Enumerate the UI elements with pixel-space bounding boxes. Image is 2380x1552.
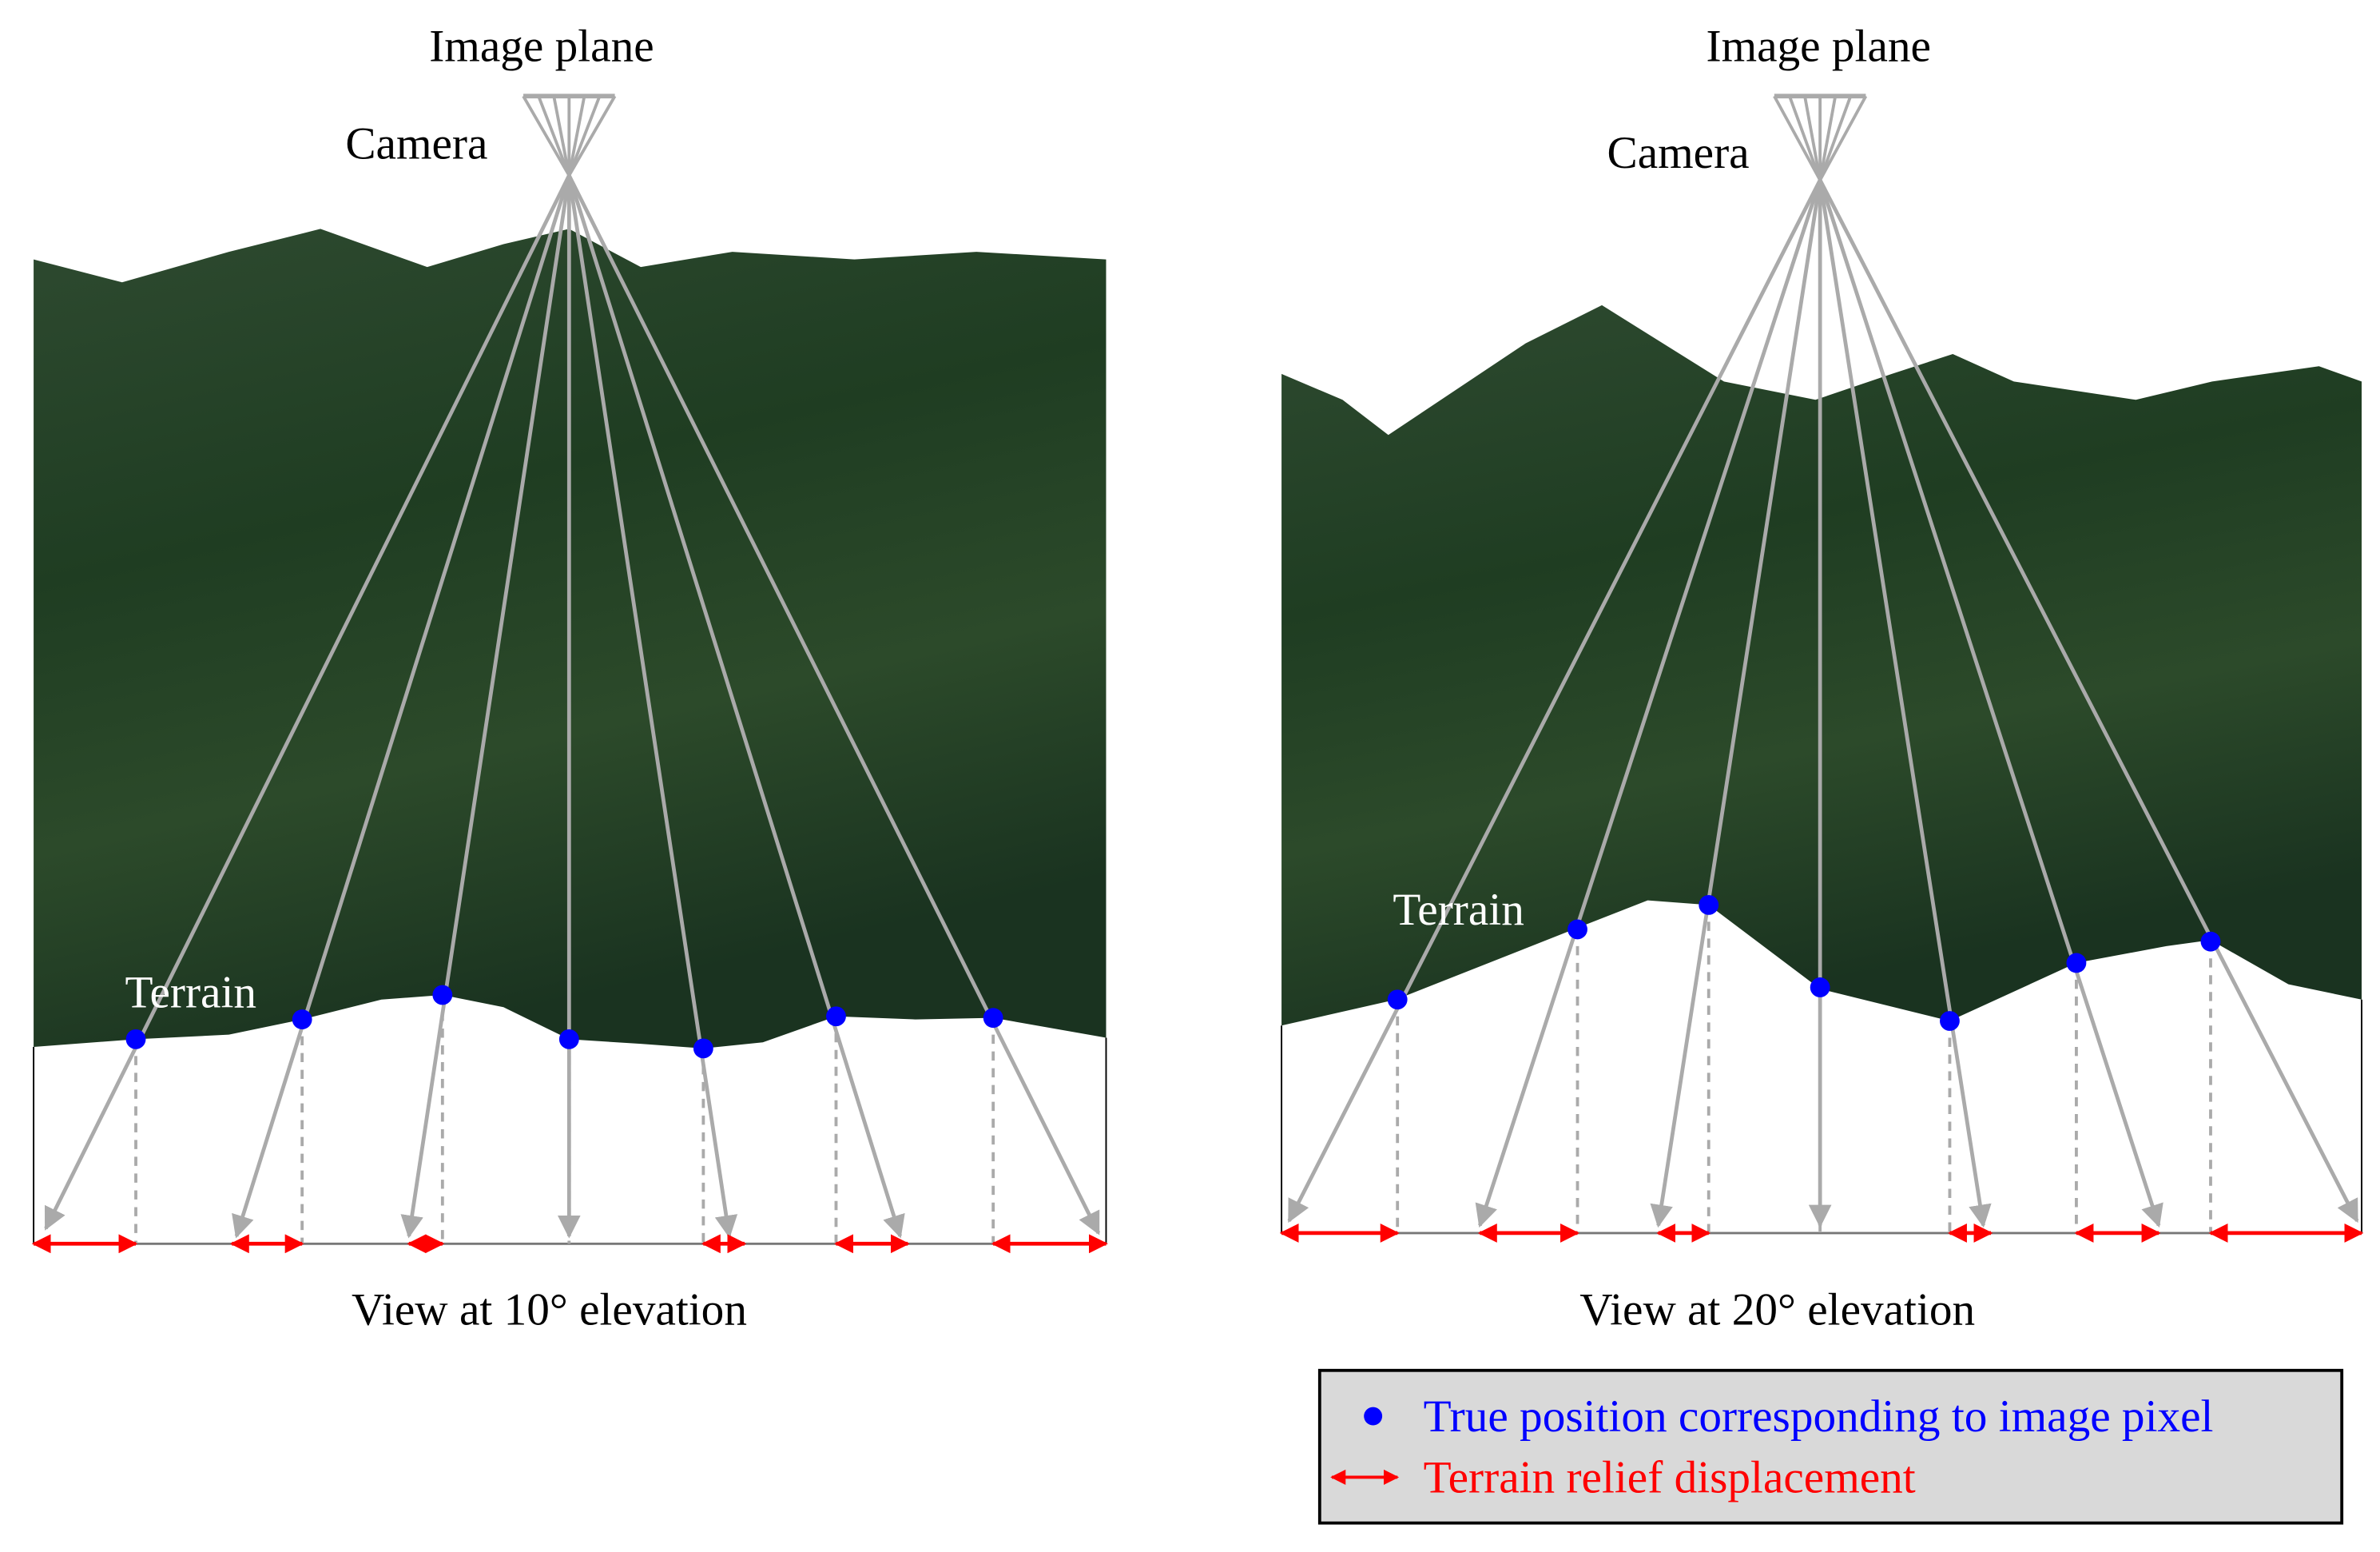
ray: [566, 175, 738, 1239]
terrain-label: Terrain: [1393, 885, 1524, 935]
image-plane-label: Image plane: [429, 21, 654, 71]
ray: [44, 174, 571, 1231]
caption: View at 20° elevation: [1579, 1284, 1975, 1335]
true-position: [1567, 919, 1587, 940]
true-position: [2066, 953, 2087, 973]
fan-ray: [567, 95, 586, 176]
ray: [567, 174, 1101, 1236]
camera-label: Camera: [1607, 128, 1750, 178]
true-position: [1940, 1011, 1960, 1031]
fan-ray: [537, 95, 571, 177]
legend-dot: [1364, 1407, 1383, 1426]
ray: [1650, 179, 1822, 1228]
ray: [1818, 179, 1992, 1228]
true-position: [432, 985, 453, 1005]
true-position: [292, 1009, 312, 1029]
ray: [567, 174, 905, 1239]
ray: [1287, 179, 1822, 1224]
diagram-layer: [31, 94, 2364, 1254]
camera-label: Camera: [345, 119, 487, 169]
ray: [1818, 179, 2359, 1224]
fan-ray: [1788, 95, 1822, 181]
true-position: [983, 1008, 1003, 1029]
legend-label: Terrain relief displacement: [1424, 1453, 1916, 1503]
fan-ray: [522, 95, 570, 177]
legend-box: [1317, 1368, 2344, 1525]
true-position: [1387, 989, 1408, 1010]
fan-ray: [567, 95, 617, 177]
fan-ray: [1818, 95, 1853, 181]
ray: [1818, 179, 2163, 1228]
fan-ray: [567, 95, 602, 177]
terrain-label: Terrain: [125, 967, 257, 1017]
true-position: [1699, 894, 1719, 915]
true-position: [2200, 931, 2221, 952]
ray: [1475, 179, 1822, 1228]
fan-ray: [1818, 95, 1838, 181]
true-position: [1810, 977, 1830, 997]
fan-ray: [1803, 95, 1822, 181]
true-position: [558, 1029, 579, 1049]
fan-ray: [552, 95, 571, 176]
ray: [400, 175, 571, 1239]
true-position: [125, 1029, 146, 1049]
legend-label: True position corresponding to image pix…: [1424, 1391, 2214, 1442]
caption: View at 10° elevation: [352, 1284, 747, 1335]
true-position: [826, 1006, 846, 1027]
image-plane-label: Image plane: [1707, 21, 1931, 71]
ray: [232, 174, 571, 1239]
fan-ray: [1818, 95, 1868, 181]
true-position: [693, 1038, 713, 1059]
fan-ray: [1773, 95, 1822, 181]
